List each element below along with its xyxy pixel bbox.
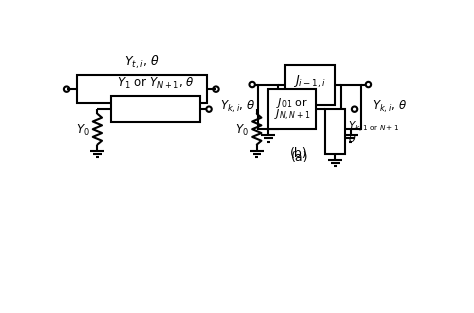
Bar: [258, 85, 278, 129]
Text: $\theta$: $\theta$: [348, 132, 357, 144]
Bar: [341, 85, 361, 129]
Bar: [268, 89, 316, 129]
Text: $Y_1$ or $Y_{N+1}$, $\theta$: $Y_1$ or $Y_{N+1}$, $\theta$: [117, 76, 194, 91]
Text: $Y_{k,i}$, $\theta$: $Y_{k,i}$, $\theta$: [372, 99, 407, 115]
Text: $J_{01}$ or: $J_{01}$ or: [276, 96, 309, 110]
Text: $Y_0$: $Y_0$: [76, 123, 90, 138]
Text: $J_{i-1,i}$: $J_{i-1,i}$: [293, 74, 326, 90]
Text: $Y_0$: $Y_0$: [235, 123, 249, 138]
Text: $Y_{k,1 \mathrm{\ or\ } N+1}$: $Y_{k,1 \mathrm{\ or\ } N+1}$: [348, 120, 400, 135]
Bar: [325, 109, 346, 154]
Text: (a): (a): [291, 151, 308, 164]
Text: $Y_{t,i}$, $\theta$: $Y_{t,i}$, $\theta$: [124, 53, 160, 71]
Text: (b): (b): [290, 146, 308, 160]
Text: $Y_{k,i}$, $\theta$: $Y_{k,i}$, $\theta$: [220, 99, 255, 115]
Text: $J_{N,N+1}$: $J_{N,N+1}$: [274, 108, 310, 123]
Bar: [111, 96, 200, 122]
Bar: [77, 75, 207, 103]
Bar: [284, 64, 335, 105]
